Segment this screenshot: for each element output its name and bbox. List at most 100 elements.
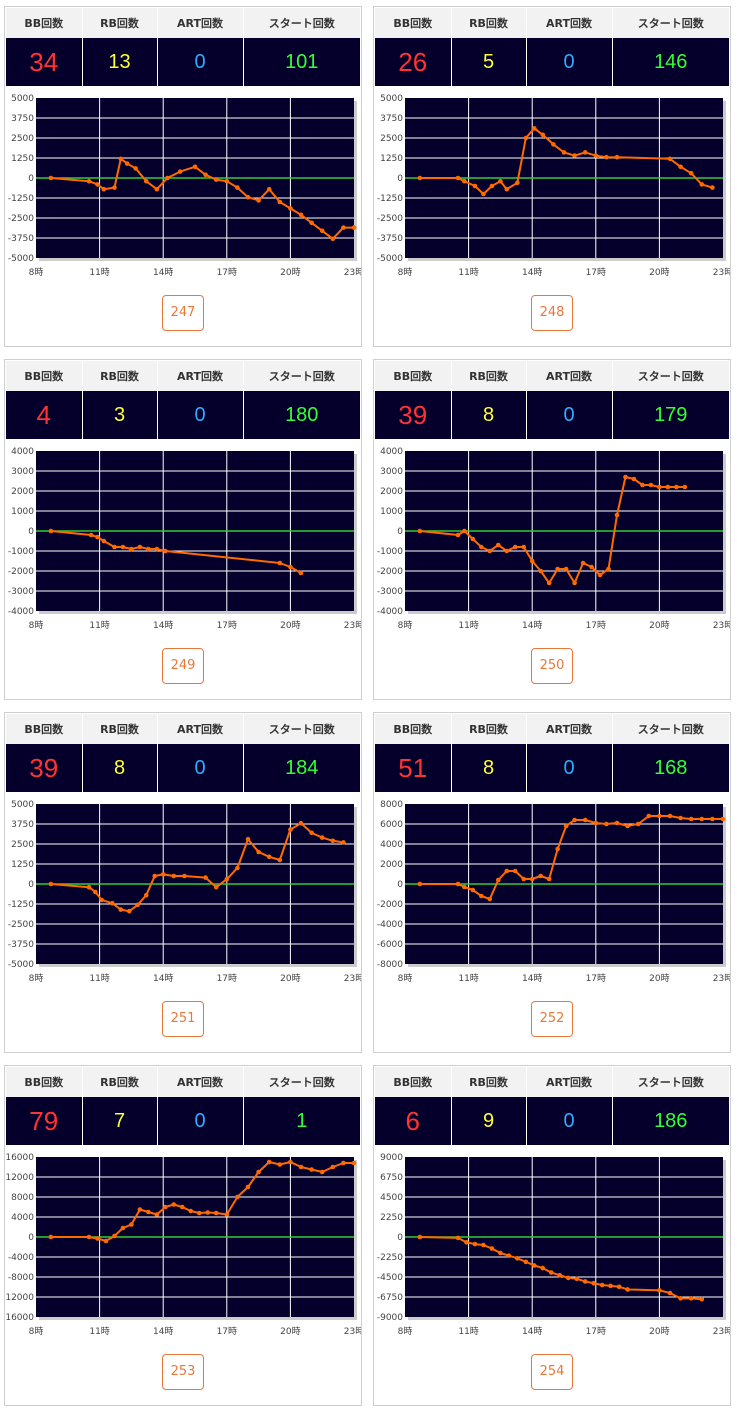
y-tick-label: 6000 bbox=[380, 820, 403, 830]
y-tick-label: 2000 bbox=[11, 487, 34, 497]
x-tick-label: 8時 bbox=[29, 1326, 44, 1337]
y-tick-label: -3750 bbox=[377, 234, 403, 244]
data-point bbox=[163, 1204, 168, 1210]
y-tick-label: 1250 bbox=[11, 154, 34, 164]
x-tick-label: 8時 bbox=[29, 620, 44, 631]
data-point bbox=[256, 849, 261, 855]
data-point bbox=[640, 482, 645, 488]
x-tick-label: 8時 bbox=[29, 267, 44, 278]
x-tick-label: 17時 bbox=[586, 1326, 606, 1337]
header-rb: RB回数 bbox=[451, 714, 527, 744]
y-tick-label: -3000 bbox=[8, 587, 34, 597]
y-tick-label: -2000 bbox=[377, 900, 403, 910]
data-point bbox=[614, 512, 620, 518]
header-start: スタート回数 bbox=[612, 361, 729, 391]
data-point bbox=[635, 821, 641, 827]
x-tick-label: 20時 bbox=[280, 620, 300, 631]
data-point bbox=[135, 902, 141, 908]
data-point bbox=[417, 1234, 423, 1240]
profit-line-chart: 9000 6750 4500 2250 0 -2250 -4500 -6750 -9000 8時 1… bbox=[377, 1153, 730, 1337]
machine-number-button[interactable]: 249 bbox=[162, 648, 204, 684]
y-tick-label: -5000 bbox=[8, 960, 34, 970]
data-point bbox=[551, 142, 556, 147]
data-point bbox=[582, 817, 588, 823]
data-point bbox=[674, 484, 679, 490]
value-rb: 8 bbox=[451, 744, 527, 792]
machine-number-button[interactable]: 250 bbox=[531, 648, 573, 684]
value-bb: 6 bbox=[375, 1097, 452, 1145]
value-rb: 8 bbox=[82, 744, 158, 792]
machine-number-button[interactable]: 248 bbox=[531, 295, 573, 331]
data-point bbox=[498, 1250, 503, 1256]
y-tick-label: 0 bbox=[28, 1233, 34, 1243]
stats-table: BB回数 RB回数 ART回数 スタート回数 79 7 0 1 bbox=[6, 1067, 360, 1145]
machine-number-button[interactable]: 254 bbox=[531, 1354, 573, 1390]
value-rb: 9 bbox=[451, 1097, 527, 1145]
header-art: ART回数 bbox=[157, 8, 244, 38]
x-tick-label: 17時 bbox=[217, 1326, 237, 1337]
x-tick-label: 8時 bbox=[398, 267, 413, 278]
x-tick-label: 14時 bbox=[153, 267, 173, 278]
machine-number-button[interactable]: 251 bbox=[162, 1001, 204, 1037]
data-point bbox=[266, 186, 272, 192]
machine-card: BB回数 RB回数 ART回数 スタート回数 34 13 0 101 247 5000 3750 25… bbox=[4, 6, 362, 347]
data-point bbox=[540, 132, 546, 138]
data-point bbox=[224, 876, 230, 882]
data-point bbox=[118, 156, 124, 162]
data-point bbox=[163, 548, 168, 554]
x-tick-label: 14時 bbox=[522, 267, 542, 278]
data-point bbox=[455, 1235, 461, 1241]
data-point bbox=[538, 568, 543, 574]
header-art: ART回数 bbox=[526, 361, 613, 391]
x-tick-label: 11時 bbox=[458, 1326, 478, 1337]
data-point bbox=[103, 1238, 109, 1244]
data-point bbox=[604, 821, 609, 827]
y-tick-label: 1250 bbox=[380, 154, 403, 164]
data-point bbox=[521, 876, 527, 882]
data-point bbox=[665, 484, 671, 490]
y-tick-label: -4500 bbox=[377, 1273, 403, 1283]
machine-number-button[interactable]: 253 bbox=[162, 1354, 204, 1390]
data-point bbox=[470, 536, 476, 542]
data-point bbox=[133, 166, 138, 171]
data-point bbox=[462, 178, 467, 184]
machine-number-button[interactable]: 252 bbox=[531, 1001, 573, 1037]
data-point bbox=[699, 1296, 705, 1302]
header-start: スタート回数 bbox=[243, 8, 360, 38]
data-point bbox=[288, 827, 293, 832]
stats-table: BB回数 RB回数 ART回数 スタート回数 51 8 0 168 bbox=[375, 714, 729, 792]
x-tick-label: 11時 bbox=[89, 1326, 109, 1337]
value-art: 0 bbox=[526, 391, 613, 439]
data-point bbox=[213, 177, 219, 182]
data-point bbox=[245, 194, 251, 200]
data-point bbox=[341, 840, 346, 845]
stats-table: BB回数 RB回数 ART回数 スタート回数 26 5 0 146 bbox=[375, 8, 729, 86]
data-point bbox=[143, 178, 149, 184]
data-point bbox=[205, 1210, 211, 1215]
data-point bbox=[667, 813, 673, 819]
data-point bbox=[143, 892, 149, 898]
stats-table: BB回数 RB回数 ART回数 スタート回数 34 13 0 101 bbox=[6, 8, 360, 86]
machine-number-button[interactable]: 247 bbox=[162, 295, 204, 331]
data-point bbox=[489, 1246, 495, 1251]
machine-card: BB回数 RB回数 ART回数 スタート回数 26 5 0 146 248 5000 3750 250… bbox=[373, 6, 731, 347]
data-point bbox=[165, 175, 170, 181]
data-point bbox=[521, 544, 527, 550]
x-tick-label: 20時 bbox=[649, 973, 669, 984]
y-tick-label: -1250 bbox=[377, 194, 403, 204]
data-point bbox=[504, 868, 510, 874]
data-point bbox=[538, 873, 543, 879]
value-rb: 7 bbox=[82, 1097, 158, 1145]
data-point bbox=[572, 580, 577, 586]
header-art: ART回数 bbox=[526, 1067, 613, 1097]
header-art: ART回数 bbox=[526, 8, 613, 38]
data-point bbox=[479, 544, 484, 550]
data-point bbox=[487, 896, 493, 902]
data-point bbox=[699, 182, 705, 187]
data-point bbox=[146, 546, 151, 552]
y-tick-label: -4000 bbox=[377, 920, 403, 930]
y-tick-label: -2000 bbox=[377, 567, 403, 577]
x-tick-label: 14時 bbox=[522, 620, 542, 631]
data-point bbox=[319, 835, 325, 840]
header-art: ART回数 bbox=[157, 1067, 244, 1097]
